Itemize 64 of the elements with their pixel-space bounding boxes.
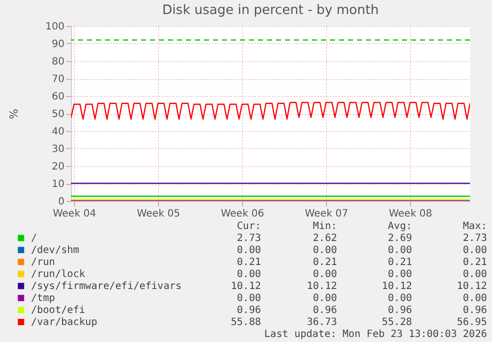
legend-label: /sys/firmware/efi/efivars (31, 281, 182, 292)
text: 0.96 (236, 305, 261, 316)
text: 0.00 (388, 269, 412, 280)
text: 0.00 (236, 293, 261, 304)
text: 2.69 (388, 233, 412, 244)
text: 0.00 (312, 245, 337, 256)
text: Min: (312, 221, 337, 232)
legend-label: /tmp (31, 293, 56, 304)
text: 10.12 (306, 281, 337, 292)
text: 0.21 (312, 257, 337, 268)
legend-label: /run (31, 257, 56, 268)
text: 10.12 (456, 281, 487, 292)
text: 36.73 (306, 317, 337, 328)
text: Cur: (236, 221, 261, 232)
text: Avg: (388, 221, 412, 232)
y-tick-label: 60 (52, 92, 64, 102)
text: 0.21 (236, 257, 261, 268)
text: 2.62 (312, 233, 337, 244)
x-tick-label: Week 06 (220, 208, 264, 220)
legend-label: /boot/efi (31, 305, 86, 316)
chart-title: Disk usage in percent - by month (162, 3, 379, 18)
line-series (71, 102, 470, 120)
text: 0.00 (462, 269, 487, 280)
y-tick-label: 80 (52, 56, 64, 68)
text: 55.88 (230, 317, 261, 328)
legend-label: /dev/shm (31, 245, 80, 256)
y-tick-label: 50 (52, 109, 64, 120)
text: Last update: Mon Feb 23 13:00:03 2026 (264, 329, 487, 340)
text: 0.00 (312, 269, 337, 280)
x-tick-label: Week 07 (304, 208, 348, 220)
text: 0.00 (462, 293, 487, 304)
text: 0.00 (388, 245, 412, 256)
text: 0.96 (462, 305, 487, 316)
text: 0.00 (236, 269, 261, 280)
text: Max: (462, 221, 487, 232)
text: 0.21 (388, 257, 412, 268)
text: 0.00 (388, 293, 412, 304)
text: 0.00 (312, 293, 337, 304)
y-tick-label: 0 (58, 196, 64, 208)
text: 0.96 (312, 305, 337, 316)
text: 2.73 (462, 233, 487, 244)
text: 10.12 (230, 281, 261, 292)
text: 2.73 (236, 233, 261, 244)
legend-label: / (31, 233, 38, 244)
text: 55.28 (382, 317, 412, 328)
x-tick-label: Week 08 (388, 208, 432, 220)
text: 10.12 (382, 281, 412, 292)
y-tick-label: 20 (52, 162, 64, 172)
x-tick-label: Week 05 (136, 208, 180, 220)
y-tick-label: 40 (52, 126, 64, 138)
text: 0.00 (462, 245, 487, 256)
y-axis-title: % (8, 108, 20, 120)
y-tick-label: 10 (52, 179, 64, 190)
y-tick-label: 100 (45, 22, 64, 32)
text: 0.96 (388, 305, 412, 316)
text: 0.21 (462, 257, 487, 268)
text: 56.95 (456, 317, 487, 328)
x-tick-label: Week 04 (52, 208, 96, 220)
legend-label: /run/lock (31, 269, 86, 280)
legend-label: /var/backup (31, 317, 98, 328)
y-tick-label: 70 (52, 74, 64, 85)
y-tick-label: 90 (52, 39, 64, 50)
text: 0.00 (236, 245, 261, 256)
y-tick-label: 30 (52, 144, 64, 155)
